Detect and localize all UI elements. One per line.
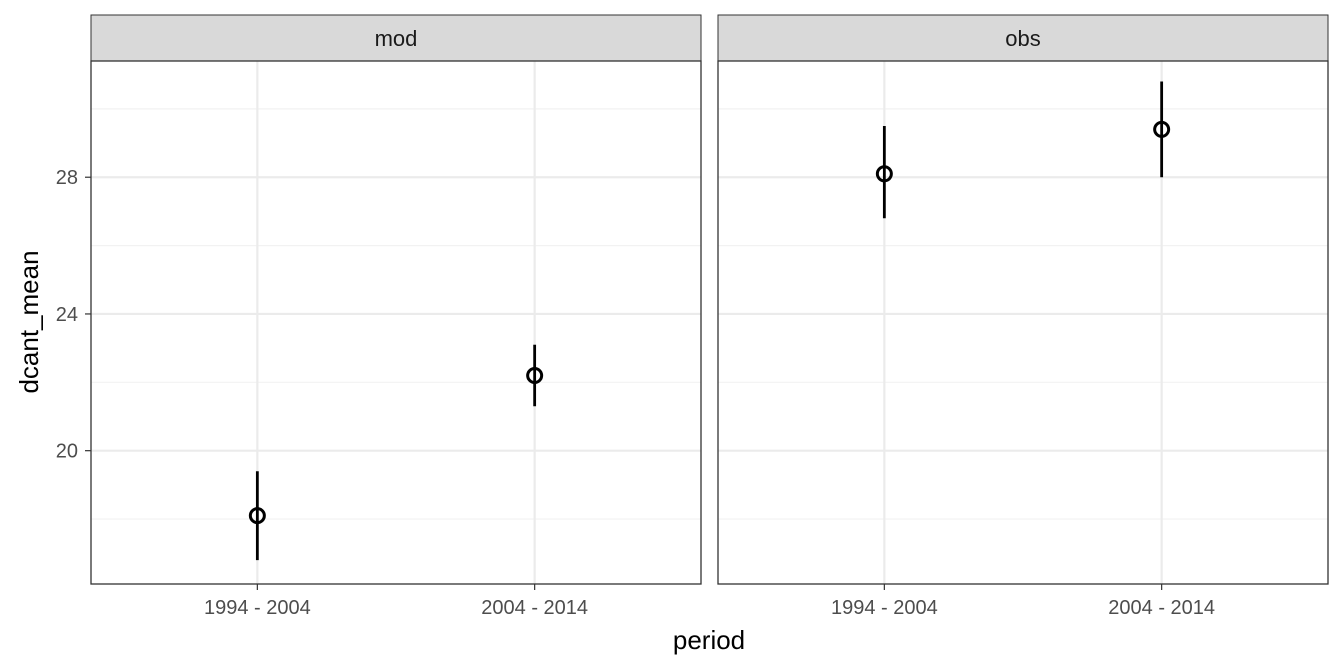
- y-axis-title: dcant_mean: [14, 250, 44, 393]
- axes: 1994 - 2004 2004 - 2014 1994 - 2004 2004 - …: [56, 167, 1215, 619]
- grid-lines: [91, 61, 1328, 584]
- x-tick-label: 2004 - 2014: [1108, 597, 1215, 619]
- facet-strip: [90, 14, 702, 62]
- facet-strip-label: obs: [1005, 26, 1040, 51]
- x-tick-label: 2004 - 2014: [481, 597, 588, 619]
- data-point: [526, 366, 544, 384]
- y-tick-label: 20: [56, 441, 78, 463]
- panel-frames: [90, 60, 1329, 585]
- x-tick-label: 1994 - 2004: [831, 597, 938, 619]
- panel-background: [718, 61, 1328, 584]
- facet-strip: [717, 14, 1329, 62]
- panel-border: [90, 60, 702, 585]
- facet-strip-label: mod: [375, 26, 418, 51]
- data-marks: [248, 81, 1171, 561]
- x-tick-label: 1994 - 2004: [204, 597, 311, 619]
- y-tick-label: 28: [56, 167, 78, 189]
- data-point: [875, 165, 893, 183]
- data-point: [1153, 120, 1171, 138]
- data-point: [248, 507, 266, 525]
- x-axis-title: period: [673, 625, 745, 655]
- panel-background: [91, 61, 701, 584]
- panel-backgrounds: mod obs: [90, 14, 1329, 584]
- y-tick-label: 24: [56, 304, 78, 326]
- panel-border: [717, 60, 1329, 585]
